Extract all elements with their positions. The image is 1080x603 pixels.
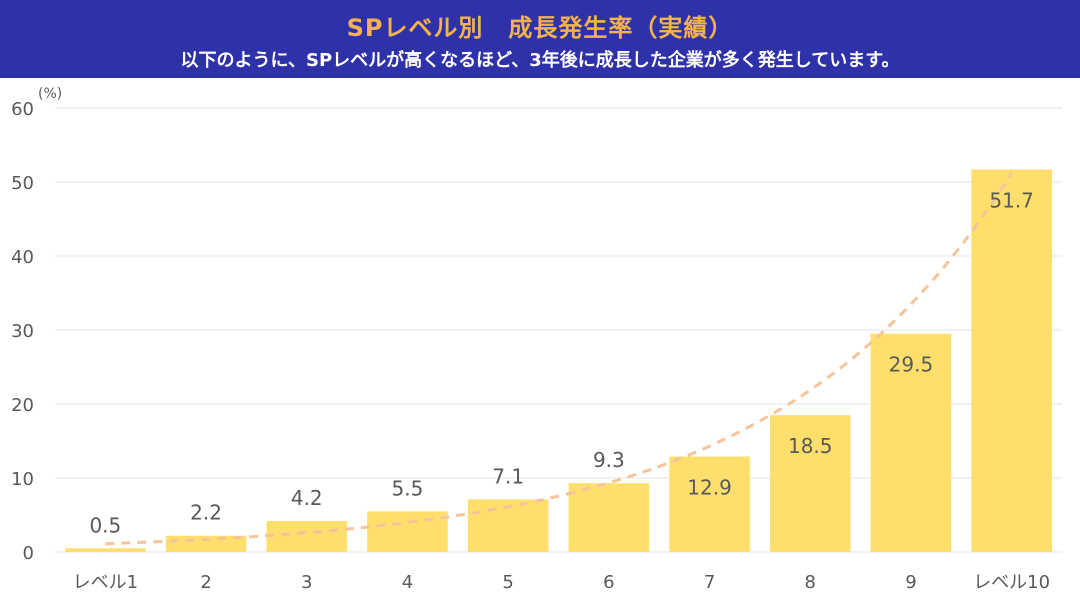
x-tick-label: 7 (704, 572, 715, 593)
bar (266, 520, 348, 552)
bar (669, 456, 750, 552)
x-tick-label: レベル10 (973, 572, 1050, 593)
bar (568, 483, 650, 552)
x-tick-label: 5 (502, 572, 513, 593)
chart-title: SPレベル別 成長発生率（実績） (346, 14, 734, 42)
y-tick-label: 50 (11, 173, 34, 194)
header-banner: SPレベル別 成長発生率（実績） 以下のように、SPレベルが高くなるほど、3年後… (0, 0, 1080, 78)
x-tick-label: 8 (805, 572, 816, 593)
y-tick-label: 20 (11, 395, 34, 416)
y-tick-label: 60 (11, 99, 34, 120)
data-label: 5.5 (392, 476, 424, 500)
x-tick-label: 3 (301, 572, 312, 593)
data-label: 12.9 (687, 476, 732, 500)
y-tick-label: 0 (23, 543, 34, 564)
y-axis-ticks: 0 10 20 30 40 50 60 (11, 99, 34, 564)
data-labels: 0.5 2.2 4.2 5.5 7.1 9.3 12.9 18.5 29.5 51.7 (89, 188, 1033, 537)
x-axis-ticks: レベル1 2 3 4 5 6 7 8 9 レベル10 (73, 572, 1050, 593)
bars (65, 169, 1052, 553)
x-tick-label: 9 (905, 572, 916, 593)
bar (367, 511, 448, 552)
data-label: 29.5 (889, 353, 934, 377)
data-label: 4.2 (291, 486, 323, 510)
y-axis-unit: (%) (38, 86, 62, 102)
data-label: 51.7 (989, 188, 1034, 212)
chart-subtitle: 以下のように、SPレベルが高くなるほど、3年後に成長した企業が多く発生しています… (180, 50, 900, 71)
data-label: 2.2 (190, 501, 222, 525)
trendline (105, 171, 1013, 546)
x-tick-label: 2 (200, 572, 211, 593)
bar (65, 548, 146, 552)
y-tick-label: 10 (11, 469, 34, 490)
bar (870, 333, 952, 552)
bar (769, 415, 851, 552)
data-label: 18.5 (788, 434, 833, 458)
y-tick-label: 30 (11, 321, 34, 342)
bar (971, 169, 1052, 553)
x-tick-label: レベル1 (73, 572, 138, 593)
data-label: 9.3 (593, 448, 625, 472)
x-tick-label: 6 (603, 572, 614, 593)
data-label: 7.1 (492, 464, 524, 488)
data-label: 0.5 (89, 513, 121, 537)
x-tick-label: 4 (402, 572, 413, 593)
y-tick-label: 40 (11, 247, 34, 268)
